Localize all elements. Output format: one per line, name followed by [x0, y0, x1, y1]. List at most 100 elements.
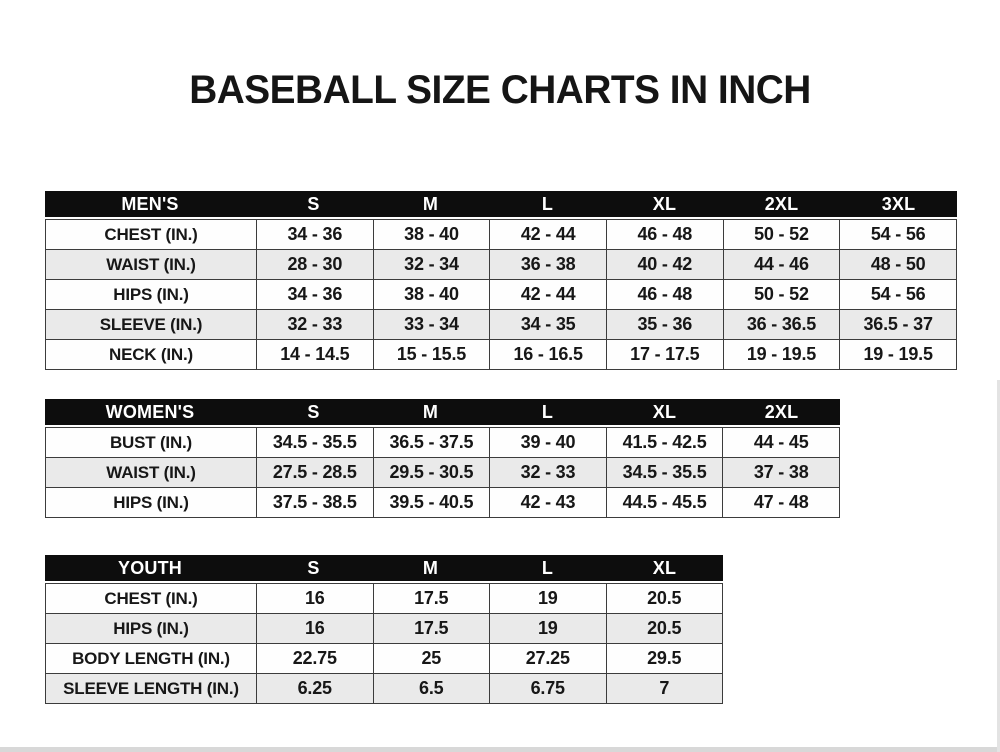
size-value-cell: 29.5 — [605, 643, 723, 674]
size-value-cell: 37 - 38 — [722, 457, 840, 488]
size-value-cell: 38 - 40 — [372, 219, 491, 250]
size-value-cell: 19 - 19.5 — [722, 339, 841, 370]
size-value-cell: 40 - 42 — [605, 249, 724, 280]
size-value-cell: 37.5 - 38.5 — [256, 487, 374, 518]
row-label-cell: CHEST (IN.) — [45, 583, 257, 614]
size-value-cell: 46 - 48 — [605, 279, 724, 310]
size-column-header: 2XL — [764, 402, 799, 422]
size-value-cell: 17 - 17.5 — [605, 339, 724, 370]
size-column-header: S — [307, 558, 320, 578]
size-value-cell: 14 - 14.5 — [256, 339, 374, 370]
size-column-header: XL — [652, 558, 677, 578]
size-value-cell: 27.5 - 28.5 — [256, 457, 374, 488]
size-value-cell: 35 - 36 — [605, 309, 724, 340]
size-value-cell: 54 - 56 — [839, 219, 957, 250]
size-column-header: M — [422, 558, 439, 578]
womens-measurements-table: BUST (IN.) 34.5 - 35.5 36.5 - 37.5 39 - 40 4… — [45, 427, 840, 518]
size-value-cell: 50 - 52 — [722, 219, 841, 250]
mens-measurements-table: CHEST (IN.) 34 - 36 38 - 40 42 - 44 46 - 48 5… — [45, 219, 957, 370]
size-value-cell: 34 - 36 — [256, 279, 374, 310]
size-value-cell: 7 — [605, 673, 723, 704]
size-column-header: 2XL — [764, 194, 799, 214]
mens-table-title: MEN'S — [121, 194, 179, 214]
row-label-cell: SLEEVE (IN.) — [45, 309, 257, 340]
size-value-cell: 34.5 - 35.5 — [605, 457, 724, 488]
page-title: BASEBALL SIZE CHARTS IN INCH — [189, 68, 811, 112]
size-column-header: L — [541, 558, 554, 578]
size-value-cell: 19 - 19.5 — [839, 339, 957, 370]
measurement-row: BODY LENGTH (IN.) 22.75 25 27.25 29.5 — [45, 643, 723, 674]
size-value-cell: 27.25 — [489, 643, 607, 674]
youth-table-title: YOUTH — [118, 558, 182, 578]
size-value-cell: 38 - 40 — [372, 279, 491, 310]
mens-size-table: MEN'S S M L XL 2XL 3XL CHEST (IN.) 34 - 36 38 - 4… — [45, 191, 957, 370]
womens-header-band: WOMEN'S S M L XL 2XL — [45, 399, 840, 425]
row-label-cell: NECK (IN.) — [45, 339, 257, 370]
size-column-header: 3XL — [881, 194, 916, 214]
size-value-cell: 22.75 — [256, 643, 374, 674]
size-value-cell: 29.5 - 30.5 — [372, 457, 491, 488]
size-value-cell: 42 - 44 — [489, 219, 607, 250]
photo-bottom-edge — [0, 747, 1000, 752]
size-value-cell: 44 - 45 — [722, 427, 840, 458]
measurement-row: SLEEVE LENGTH (IN.) 6.25 6.5 6.75 7 — [45, 673, 723, 704]
womens-size-table: WOMEN'S S M L XL 2XL BUST (IN.) 34.5 - 35.5 36.5… — [45, 399, 840, 518]
size-value-cell: 19 — [489, 583, 607, 614]
size-value-cell: 48 - 50 — [839, 249, 957, 280]
size-value-cell: 39.5 - 40.5 — [372, 487, 491, 518]
size-value-cell: 33 - 34 — [372, 309, 491, 340]
size-value-cell: 44 - 46 — [722, 249, 841, 280]
youth-size-table: YOUTH S M L XL CHEST (IN.) 16 17.5 19 20.5 HIPS (I… — [45, 555, 723, 704]
size-column-header: XL — [652, 194, 677, 214]
row-label-cell: CHEST (IN.) — [45, 219, 257, 250]
row-label-cell: WAIST (IN.) — [45, 249, 257, 280]
measurement-row: WAIST (IN.) 27.5 - 28.5 29.5 - 30.5 32 - 33… — [45, 457, 840, 488]
measurement-row: WAIST (IN.) 28 - 30 32 - 34 36 - 38 40 - 42 4… — [45, 249, 957, 280]
mens-header-band: MEN'S S M L XL 2XL 3XL — [45, 191, 957, 217]
size-value-cell: 25 — [372, 643, 490, 674]
size-value-cell: 50 - 52 — [722, 279, 841, 310]
row-label-cell: BODY LENGTH (IN.) — [45, 643, 257, 674]
size-value-cell: 6.5 — [372, 673, 490, 704]
size-value-cell: 41.5 - 42.5 — [605, 427, 724, 458]
size-value-cell: 46 - 48 — [605, 219, 724, 250]
measurement-row: NECK (IN.) 14 - 14.5 15 - 15.5 16 - 16.5 17 … — [45, 339, 957, 370]
youth-header-band: YOUTH S M L XL — [45, 555, 723, 581]
size-value-cell: 16 — [256, 583, 374, 614]
size-value-cell: 28 - 30 — [256, 249, 374, 280]
size-value-cell: 20.5 — [605, 583, 723, 614]
size-value-cell: 17.5 — [372, 613, 490, 644]
size-value-cell: 32 - 33 — [256, 309, 374, 340]
measurement-row: CHEST (IN.) 16 17.5 19 20.5 — [45, 583, 723, 614]
size-value-cell: 44.5 - 45.5 — [605, 487, 724, 518]
size-value-cell: 36.5 - 37 — [839, 309, 957, 340]
size-value-cell: 34 - 36 — [256, 219, 374, 250]
measurement-row: HIPS (IN.) 16 17.5 19 20.5 — [45, 613, 723, 644]
size-value-cell: 34 - 35 — [489, 309, 607, 340]
measurement-row: BUST (IN.) 34.5 - 35.5 36.5 - 37.5 39 - 40 4… — [45, 427, 840, 458]
measurement-row: CHEST (IN.) 34 - 36 38 - 40 42 - 44 46 - 48 5… — [45, 219, 957, 250]
size-value-cell: 20.5 — [605, 613, 723, 644]
womens-table-title: WOMEN'S — [105, 402, 195, 422]
size-value-cell: 36 - 38 — [489, 249, 607, 280]
size-value-cell: 6.75 — [489, 673, 607, 704]
size-column-header: M — [422, 402, 439, 422]
size-value-cell: 16 — [256, 613, 374, 644]
photo-right-edge — [997, 380, 1000, 752]
row-label-cell: HIPS (IN.) — [45, 487, 257, 518]
size-value-cell: 42 - 44 — [489, 279, 607, 310]
size-value-cell: 36.5 - 37.5 — [372, 427, 491, 458]
size-value-cell: 17.5 — [372, 583, 490, 614]
size-value-cell: 34.5 - 35.5 — [256, 427, 374, 458]
size-value-cell: 16 - 16.5 — [489, 339, 607, 370]
size-value-cell: 32 - 33 — [489, 457, 607, 488]
row-label-cell: SLEEVE LENGTH (IN.) — [45, 673, 257, 704]
size-value-cell: 19 — [489, 613, 607, 644]
row-label-cell: HIPS (IN.) — [45, 279, 257, 310]
size-column-header: L — [541, 402, 554, 422]
row-label-cell: WAIST (IN.) — [45, 457, 257, 488]
size-value-cell: 54 - 56 — [839, 279, 957, 310]
size-value-cell: 36 - 36.5 — [722, 309, 841, 340]
row-label-cell: BUST (IN.) — [45, 427, 257, 458]
size-column-header: S — [307, 194, 320, 214]
